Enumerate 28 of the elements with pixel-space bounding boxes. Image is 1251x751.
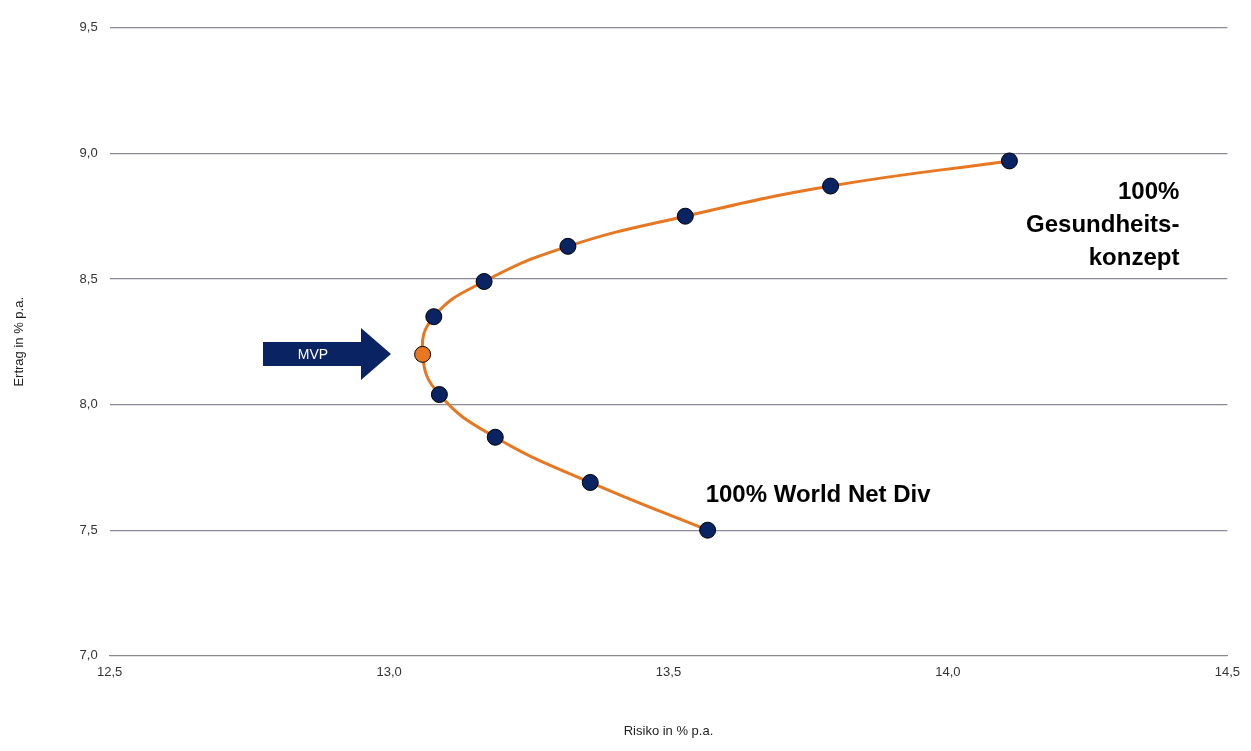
x-tick-label: 14,0 [935, 664, 961, 680]
x-axis-title: Risiko in % p.a. [623, 722, 714, 738]
y-tick-label: 8,5 [79, 270, 98, 286]
point [676, 207, 694, 225]
point [430, 386, 448, 404]
annotation: MVP [297, 346, 328, 363]
point [559, 237, 577, 255]
point [425, 308, 443, 326]
arrow-icon: MVP [262, 328, 391, 381]
annotation: 100% Gesundheits- konzept [1026, 176, 1180, 270]
point [699, 521, 717, 539]
point [822, 177, 840, 195]
y-tick-label: 7,0 [79, 647, 98, 663]
point [1000, 152, 1018, 170]
point [486, 428, 504, 446]
y-tick-label: 9,5 [79, 19, 98, 35]
point [581, 473, 599, 491]
x-tick-label: 13,0 [376, 664, 402, 680]
y-tick-label: 7,5 [79, 521, 98, 537]
point [414, 345, 432, 363]
x-tick-label: 13,5 [655, 664, 682, 680]
annotation: 100% World Net Div [705, 480, 932, 508]
y-tick-label: 8,0 [79, 396, 98, 412]
x-tick-label: 12,5 [97, 664, 123, 680]
x-tick-label: 14,5 [1214, 664, 1241, 680]
y-tick-label: 9,0 [79, 144, 98, 160]
point [475, 273, 493, 291]
y-axis-title: Ertrag in % p.a. [11, 297, 27, 387]
